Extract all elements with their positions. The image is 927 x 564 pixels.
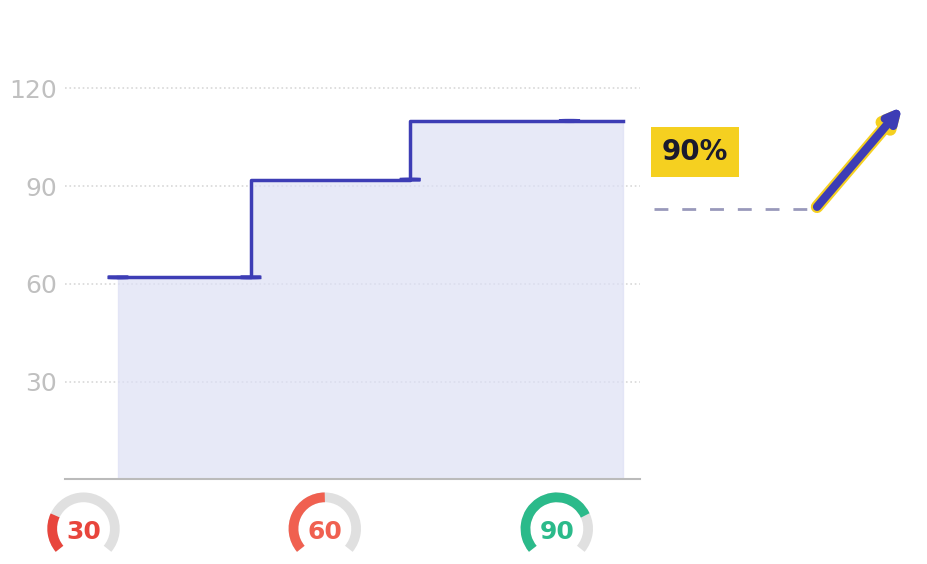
Text: 90%: 90% — [661, 138, 728, 166]
Polygon shape — [118, 121, 622, 479]
Text: 90: 90 — [539, 520, 574, 544]
Text: 60: 60 — [307, 520, 342, 544]
Circle shape — [400, 179, 420, 180]
FancyArrowPatch shape — [816, 117, 892, 207]
FancyArrowPatch shape — [816, 114, 895, 207]
Text: 30: 30 — [66, 520, 101, 544]
